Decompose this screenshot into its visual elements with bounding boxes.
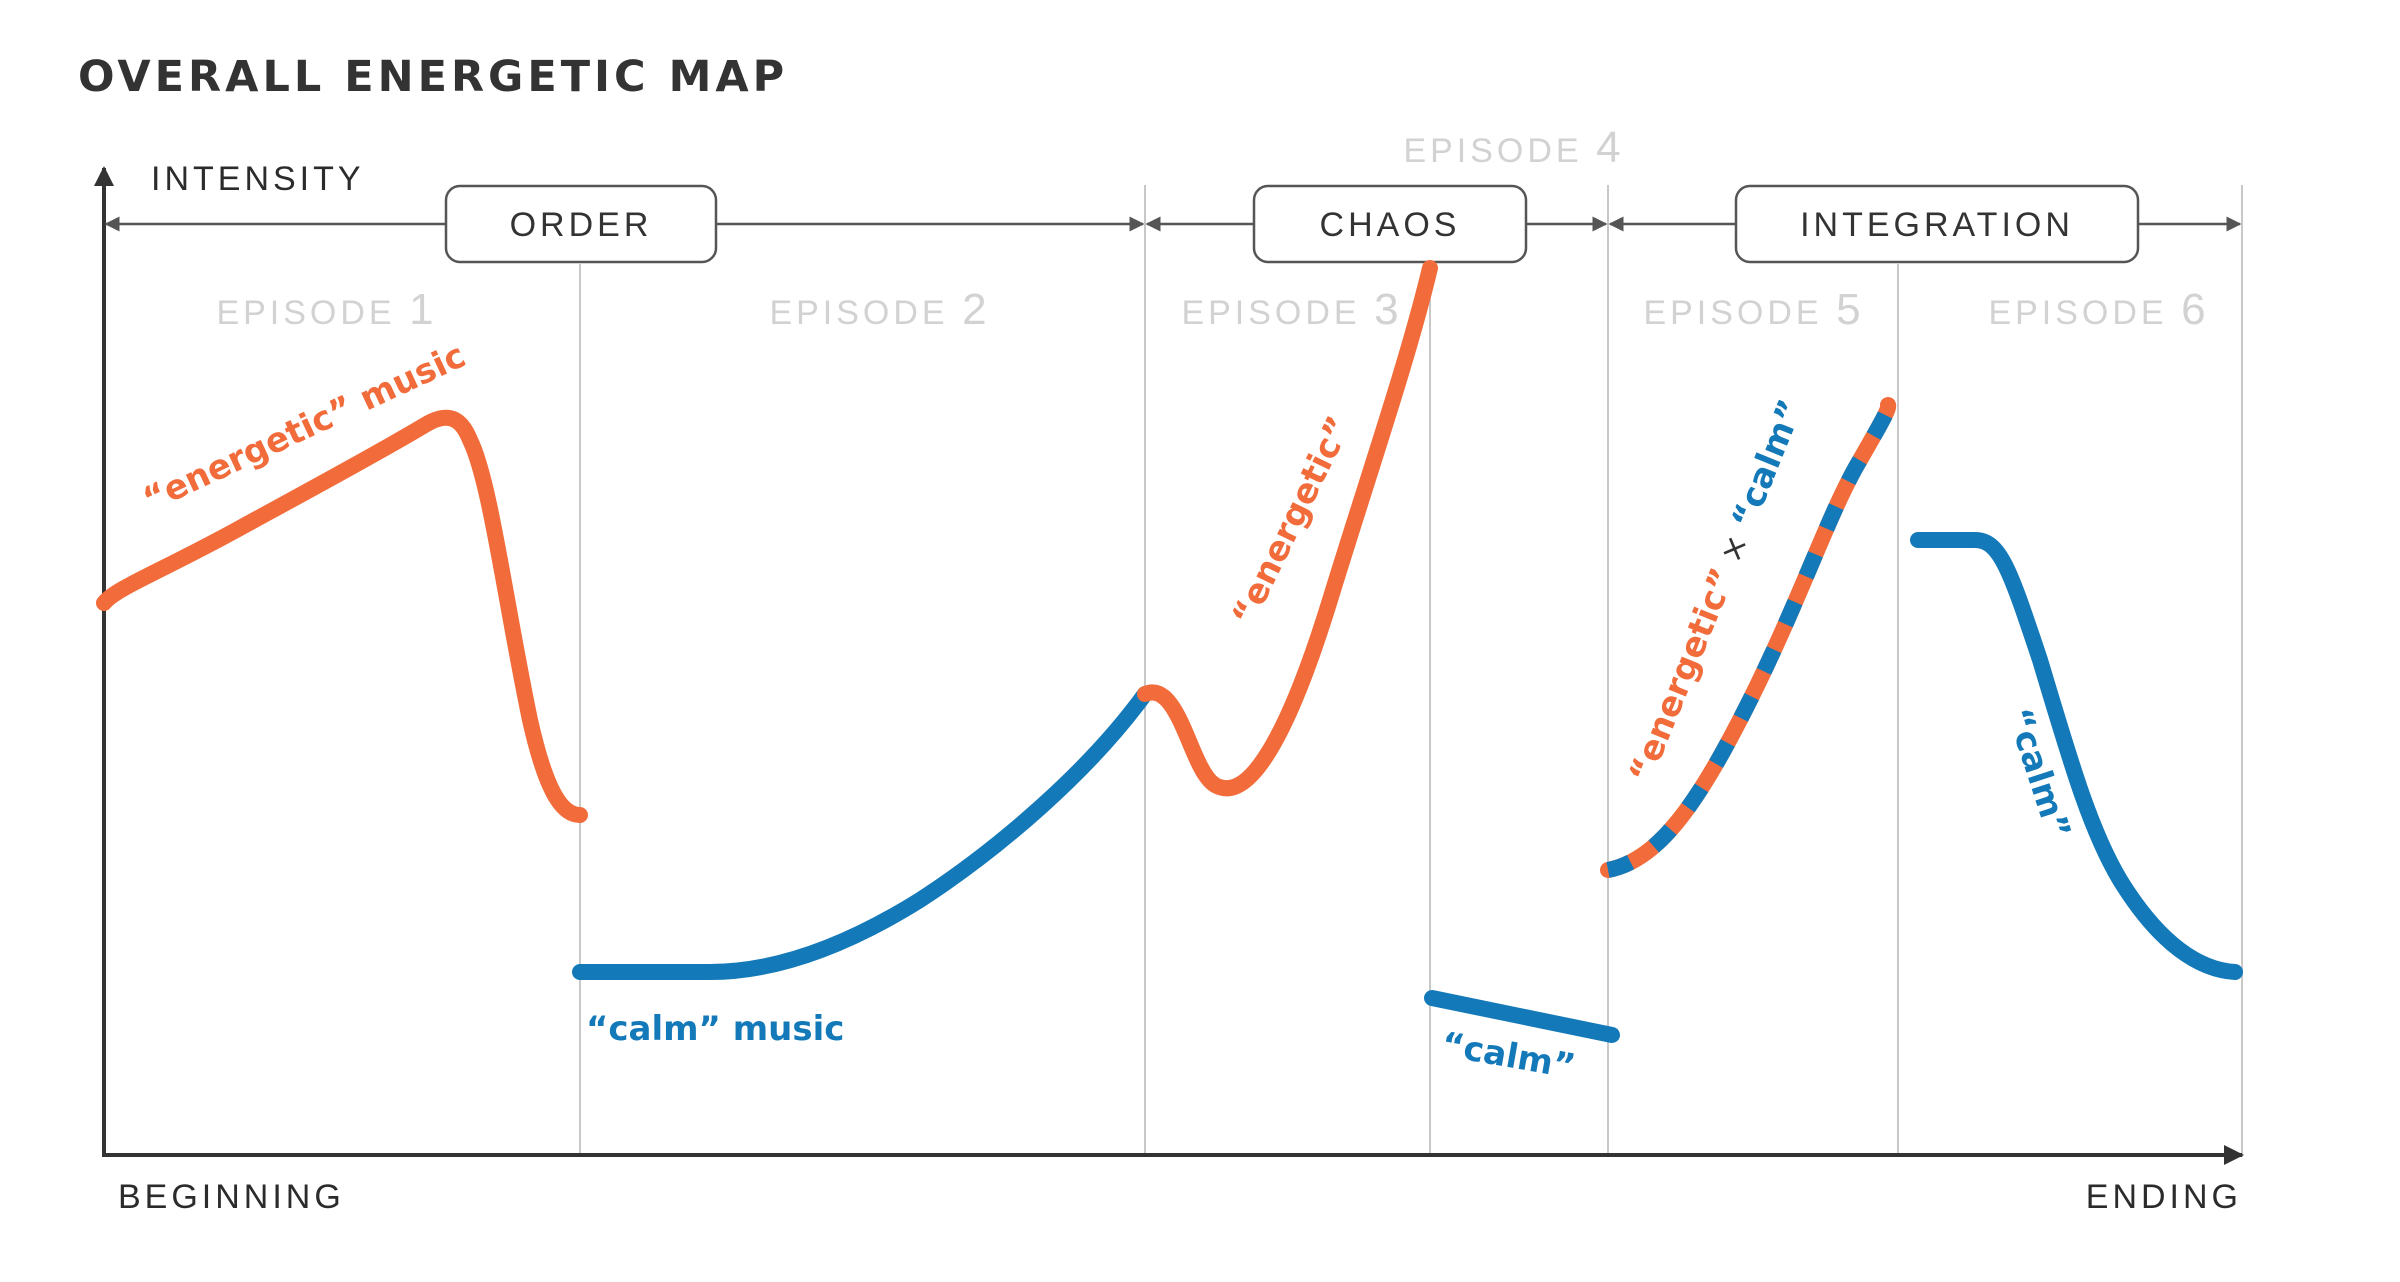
chaos-phase-box <box>1252 184 1528 264</box>
order-phase-box <box>444 184 718 264</box>
episode-6-label: EPISODE 6 <box>1988 285 2205 334</box>
episode-4-label: EPISODE 4 <box>1403 123 1620 172</box>
episode-5-mixed-curve-dashes <box>1606 400 1897 878</box>
episode-dividers <box>579 185 2243 1157</box>
integration-phase-box <box>1734 184 2140 264</box>
page-title: OVERALL ENERGETIC MAP <box>78 52 789 102</box>
episode-5-curve-label: “energetic”×“calm” <box>1621 394 1811 788</box>
episode-6-calm-curve <box>1910 532 2243 980</box>
episode-3-curve-label: “energetic” <box>1224 410 1360 632</box>
x-axis-start-label: BEGINNING <box>118 1178 345 1216</box>
episode-2-label: EPISODE 2 <box>769 285 986 334</box>
episode-2-calm-curve <box>572 686 1153 980</box>
episode-5-label: EPISODE 5 <box>1643 285 1860 334</box>
order-phase-label: ORDER <box>510 206 653 244</box>
x-axis-end-label: ENDING <box>2086 1178 2242 1216</box>
episode-1-label: EPISODE 1 <box>216 285 433 334</box>
episode-2-curve-label: “calm” music <box>586 1009 844 1049</box>
episode-4-calm-curve <box>1424 990 1620 1043</box>
episode-1-energetic-curve <box>96 409 588 823</box>
y-axis-label: INTENSITY <box>151 160 365 198</box>
chaos-phase-label: CHAOS <box>1320 206 1461 244</box>
integration-phase-label: INTEGRATION <box>1800 206 2074 244</box>
episode-3-energetic-curve <box>1137 260 1438 797</box>
episode-3-label: EPISODE 3 <box>1181 285 1398 334</box>
episode-4-curve-label: “calm” <box>1438 1024 1578 1087</box>
